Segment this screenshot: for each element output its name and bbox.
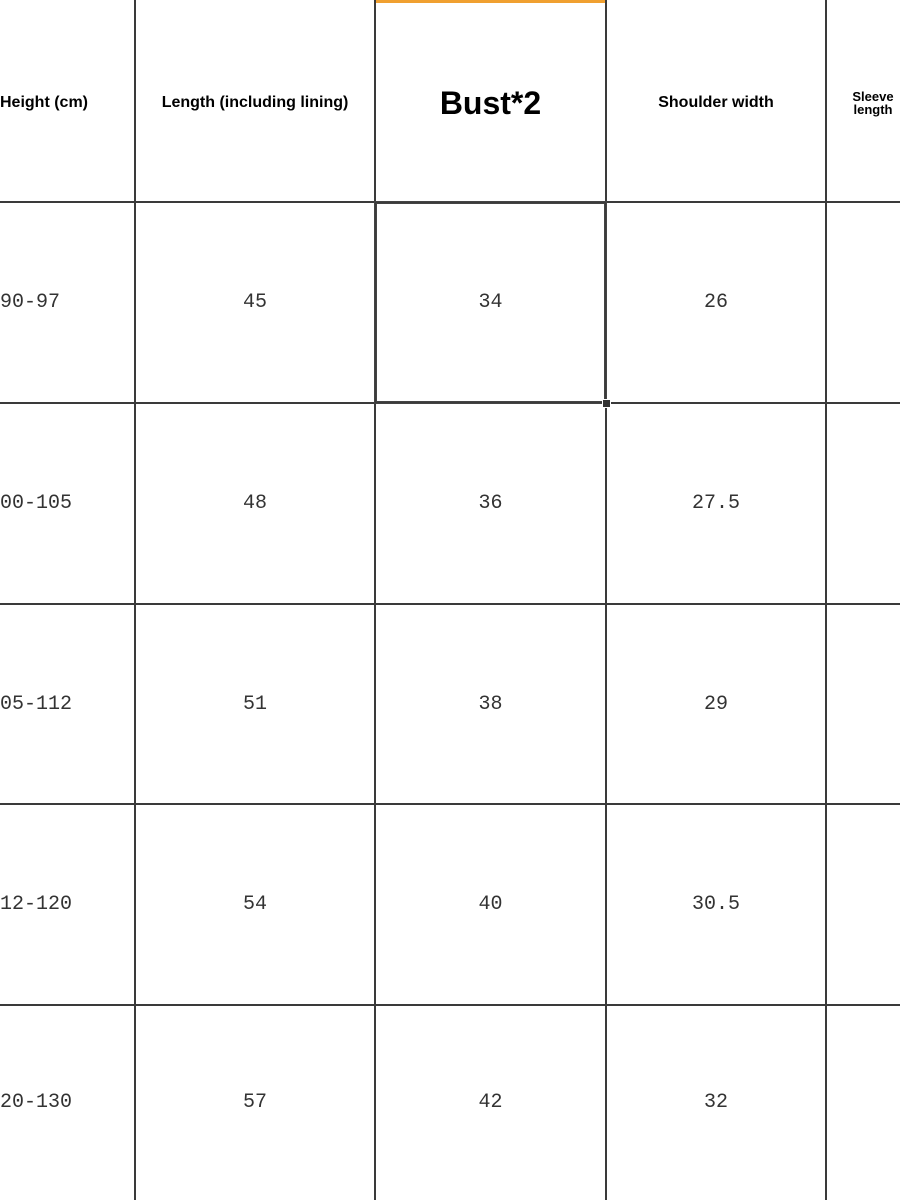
grid-line bbox=[0, 803, 900, 805]
fill-handle[interactable] bbox=[602, 399, 611, 408]
table-cell[interactable]: 05-112 bbox=[0, 692, 73, 716]
column-highlight bbox=[375, 0, 606, 3]
table-cell[interactable]: 36 bbox=[478, 492, 503, 515]
table-cell[interactable]: 00-105 bbox=[0, 492, 73, 515]
table-cell[interactable]: 40 bbox=[478, 893, 503, 916]
header-cell[interactable]: Sleeve length bbox=[826, 4, 900, 202]
table-cell[interactable]: 29 bbox=[703, 692, 728, 716]
header-cell[interactable]: Bust*2 bbox=[375, 4, 606, 202]
table-cell[interactable]: 51 bbox=[242, 692, 267, 716]
table-cell[interactable]: 42 bbox=[478, 1091, 503, 1114]
header-text: Length (including lining) bbox=[161, 94, 349, 111]
table-cell[interactable]: 26 bbox=[703, 291, 728, 314]
grid-line bbox=[374, 0, 376, 1200]
header-text: Sleeve length bbox=[852, 89, 894, 117]
grid-line bbox=[605, 0, 607, 1200]
header-cell[interactable]: Length (including lining) bbox=[135, 4, 375, 202]
table-cell[interactable]: 45 bbox=[242, 291, 267, 314]
table-cell[interactable]: 38 bbox=[478, 692, 503, 716]
header-cell[interactable]: Shoulder width bbox=[606, 4, 826, 202]
header-text: Bust*2 bbox=[439, 84, 542, 121]
table-cell[interactable]: 12-120 bbox=[0, 893, 73, 916]
selected-cell[interactable] bbox=[374, 201, 607, 404]
table-cell[interactable]: 20-130 bbox=[0, 1091, 73, 1114]
grid-line bbox=[0, 1004, 900, 1006]
table-cell[interactable]: 27.5 bbox=[691, 492, 740, 515]
table-cell[interactable]: 57 bbox=[242, 1091, 267, 1114]
table-cell[interactable]: 30.5 bbox=[691, 893, 740, 916]
grid-line bbox=[134, 0, 136, 1200]
header-cell[interactable]: Height (cm) bbox=[0, 4, 135, 202]
table-cell[interactable]: 32 bbox=[703, 1091, 728, 1114]
header-text: Shoulder width bbox=[658, 94, 774, 111]
table-cell[interactable]: 48 bbox=[242, 492, 267, 515]
grid-line bbox=[825, 0, 827, 1200]
table-cell[interactable]: 54 bbox=[242, 893, 267, 916]
grid-line bbox=[0, 603, 900, 605]
table-cell[interactable]: 34 bbox=[478, 291, 503, 314]
header-text: Height (cm) bbox=[0, 94, 88, 111]
table-cell[interactable]: 90-97 bbox=[0, 291, 61, 314]
